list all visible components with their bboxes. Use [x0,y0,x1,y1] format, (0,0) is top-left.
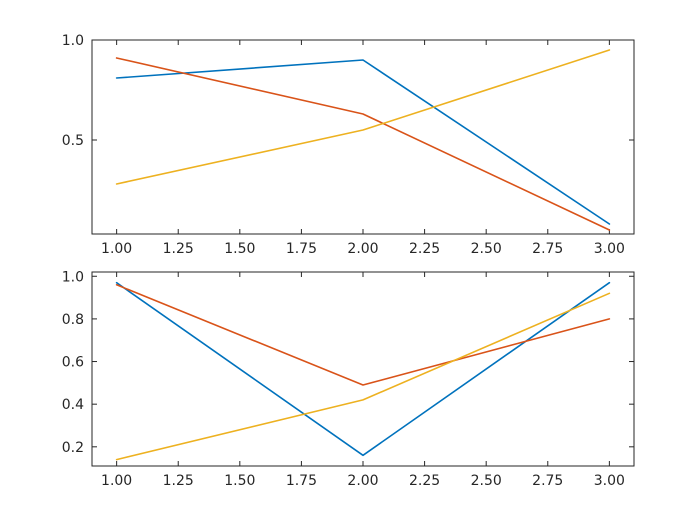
bottom-x-tick-label: 1.75 [286,473,317,489]
top-x-tick-label: 1.25 [163,241,194,257]
bottom-x-tick-label: 1.50 [224,473,255,489]
bottom-y-tick-label: 0.4 [62,397,84,413]
top-x-tick-label: 2.25 [409,241,440,257]
bottom-series-3-line [115,292,611,461]
top-x-tick-label: 2.75 [532,241,563,257]
top-plot: 1.00 1.25 1.50 1.75 2.00 2.25 2.50 2.75 3.00 0.5 1… [62,33,635,257]
bottom-x-tick-label: 2.75 [532,473,563,489]
top-y-tick-label: 1.0 [62,33,84,49]
top-x-tick-label: 1.00 [101,241,132,257]
bottom-y-tick-label: 0.6 [62,355,84,371]
bottom-x-tick-label: 2.25 [409,473,440,489]
top-x-tick-label: 3.00 [594,241,625,257]
bottom-series-2-line [115,283,611,386]
bottom-y-tick-label: 0.8 [62,312,84,328]
bottom-y-tick-label: 0.2 [62,440,84,456]
bottom-x-tick-label: 3.00 [594,473,625,489]
bottom-x-tick-label: 2.50 [471,473,502,489]
top-x-tick-label: 2.50 [471,241,502,257]
bottom-x-tick-label: 1.25 [163,473,194,489]
bottom-y-tick-label: 1.0 [62,269,84,285]
top-series-2-line [115,57,611,231]
top-series-3-line [115,49,611,185]
bottom-x-tick-label: 1.00 [101,473,132,489]
top-x-tick-label: 1.75 [286,241,317,257]
bottom-x-tick-label: 2.00 [347,473,378,489]
bottom-plot-frame [91,271,635,467]
bottom-series-1-line [115,281,611,457]
top-y-tick-label: 0.5 [62,133,84,149]
bottom-plot: 1.00 1.25 1.50 1.75 2.00 2.25 2.50 2.75 3.00 0.2 0… [62,269,635,489]
top-x-tick-label: 1.50 [224,241,255,257]
top-series-1-line [115,59,611,225]
top-x-tick-label: 2.00 [347,241,378,257]
